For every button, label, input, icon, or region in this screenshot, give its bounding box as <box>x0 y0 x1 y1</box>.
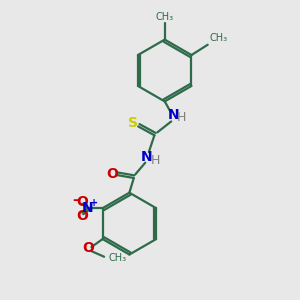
Text: H: H <box>177 111 187 124</box>
Text: O: O <box>76 195 88 209</box>
Text: CH₃: CH₃ <box>156 12 174 22</box>
Text: CH₃: CH₃ <box>109 253 127 262</box>
Text: H: H <box>151 154 160 167</box>
Text: N: N <box>168 108 179 122</box>
Text: +: + <box>90 198 98 208</box>
Text: O: O <box>106 167 118 181</box>
Text: -: - <box>72 193 78 207</box>
Text: O: O <box>82 241 94 255</box>
Text: O: O <box>76 208 88 223</box>
Text: N: N <box>141 150 153 164</box>
Text: S: S <box>128 116 138 130</box>
Text: CH₃: CH₃ <box>209 33 227 43</box>
Text: N: N <box>82 201 94 215</box>
